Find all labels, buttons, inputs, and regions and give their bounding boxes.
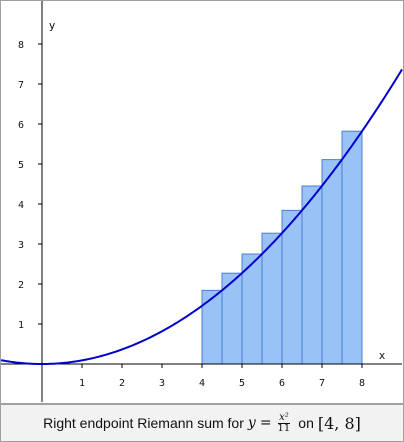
x-tick-label-7: 7	[319, 378, 325, 389]
caption-interval: [4, 8]	[317, 413, 361, 433]
riemann-bar-7	[321, 159, 343, 365]
x-axis-label: x	[379, 349, 386, 362]
y-tick-label-6: 6	[18, 120, 24, 131]
x-tick-label-3: 3	[159, 378, 165, 389]
x-tick-label-8: 8	[359, 378, 365, 389]
caption-bar: Right endpoint Riemann sum for y = x² 11…	[0, 404, 404, 442]
y-axis-label: y	[49, 19, 56, 32]
caption-formula: y = x² 11	[247, 411, 292, 434]
riemann-bar-1	[201, 289, 223, 365]
tick-labels: 1 2 3 4 5 6 7 8 1 2 3 4 5 6 7 8 x y	[18, 19, 386, 389]
y-tick-label-4: 4	[18, 200, 24, 211]
riemann-bar-8	[341, 130, 363, 365]
y-tick-label-1: 1	[18, 320, 24, 331]
riemann-bar-6	[301, 185, 323, 365]
x-tick-label-4: 4	[199, 378, 205, 389]
caption-on-word: on	[298, 415, 314, 431]
x-tick-label-6: 6	[279, 378, 285, 389]
x-tick-label-1: 1	[79, 378, 85, 389]
riemann-bar-5	[281, 209, 303, 365]
caption-y-var: y	[247, 415, 256, 431]
y-tick-label-2: 2	[18, 280, 24, 291]
caption-prefix: Right endpoint Riemann sum for	[43, 415, 244, 431]
function-curve-layer	[1, 68, 403, 365]
y-tick-label-8: 8	[18, 40, 24, 51]
x-tick-label-5: 5	[239, 378, 245, 389]
y-tick-label-3: 3	[18, 240, 24, 251]
x-tick-label-2: 2	[119, 378, 125, 389]
riemann-bar-4	[261, 232, 283, 365]
function-curve	[1, 68, 403, 365]
caption-equals: =	[259, 415, 272, 431]
axes	[1, 1, 402, 402]
chart-frame: 1 2 3 4 5 6 7 8 1 2 3 4 5 6 7 8 x y	[0, 0, 404, 404]
riemann-rectangles	[201, 130, 363, 365]
riemann-sum-chart: 1 2 3 4 5 6 7 8 1 2 3 4 5 6 7 8 x y	[1, 1, 403, 402]
y-tick-label-7: 7	[18, 80, 24, 91]
caption-numerator: x²	[278, 411, 290, 424]
caption-fraction: x² 11	[277, 411, 291, 434]
y-tick-label-5: 5	[18, 160, 24, 171]
caption-denominator: 11	[277, 422, 291, 434]
